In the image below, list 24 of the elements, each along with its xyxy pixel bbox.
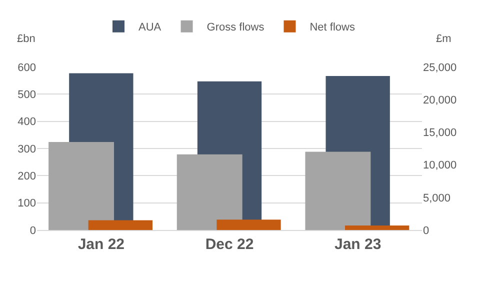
y2-tick-label: 10,000 xyxy=(423,160,457,172)
x-tick-label: Jan 23 xyxy=(334,236,382,253)
x-tick-label: Dec 22 xyxy=(205,236,254,253)
y2-axis-title: £m xyxy=(436,33,452,45)
y-tick-label: 400 xyxy=(18,116,36,128)
y-tick-label: 100 xyxy=(18,198,36,210)
y2-tick-label: 0 xyxy=(423,224,430,237)
legend-label: Net flows xyxy=(310,22,356,34)
bar xyxy=(345,225,410,230)
y-axis-title: £bn xyxy=(17,33,36,45)
y-tick-label: 200 xyxy=(18,170,36,183)
bar xyxy=(88,220,152,230)
y2-tick-label: 20,000 xyxy=(423,94,457,106)
y2-tick-label: 15,000 xyxy=(423,127,457,140)
legend-label: Gross flows xyxy=(206,22,265,34)
legend-label: AUA xyxy=(138,22,162,34)
y-tick-label: 600 xyxy=(18,62,36,74)
y2-tick-label: 25,000 xyxy=(423,62,457,74)
y2-tick-label: 5,000 xyxy=(423,192,451,204)
y-tick-label: 0 xyxy=(30,224,36,237)
x-tick-label: Jan 22 xyxy=(78,236,125,253)
bar xyxy=(216,220,281,230)
y-tick-label: 300 xyxy=(18,143,36,156)
y-tick-label: 500 xyxy=(18,89,36,102)
